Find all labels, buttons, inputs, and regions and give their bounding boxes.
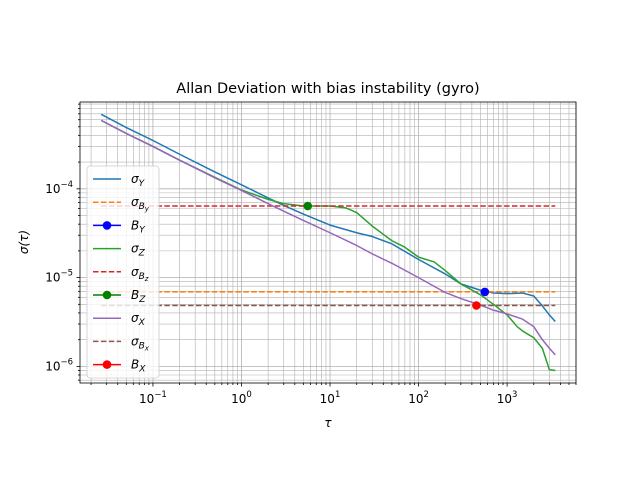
series-sigma-x (100, 119, 556, 356)
x-axis-label: τ (324, 416, 332, 430)
plot-area (100, 113, 556, 372)
marker-b-x (472, 301, 481, 310)
y-axis-label: σ(τ) (17, 230, 31, 254)
legend-entry-b-z: BZ (93, 288, 146, 305)
grid (80, 102, 577, 383)
marker-b-y (480, 287, 490, 297)
series-sigma-y (100, 113, 556, 323)
legend-marker (102, 360, 112, 369)
legend-marker (102, 221, 112, 230)
marker-b-z (303, 201, 313, 211)
chart-title: Allan Deviation with bias instability (g… (176, 81, 479, 97)
legend-marker (102, 290, 112, 300)
axes-frame (79, 101, 577, 384)
legend-box (86, 165, 160, 379)
